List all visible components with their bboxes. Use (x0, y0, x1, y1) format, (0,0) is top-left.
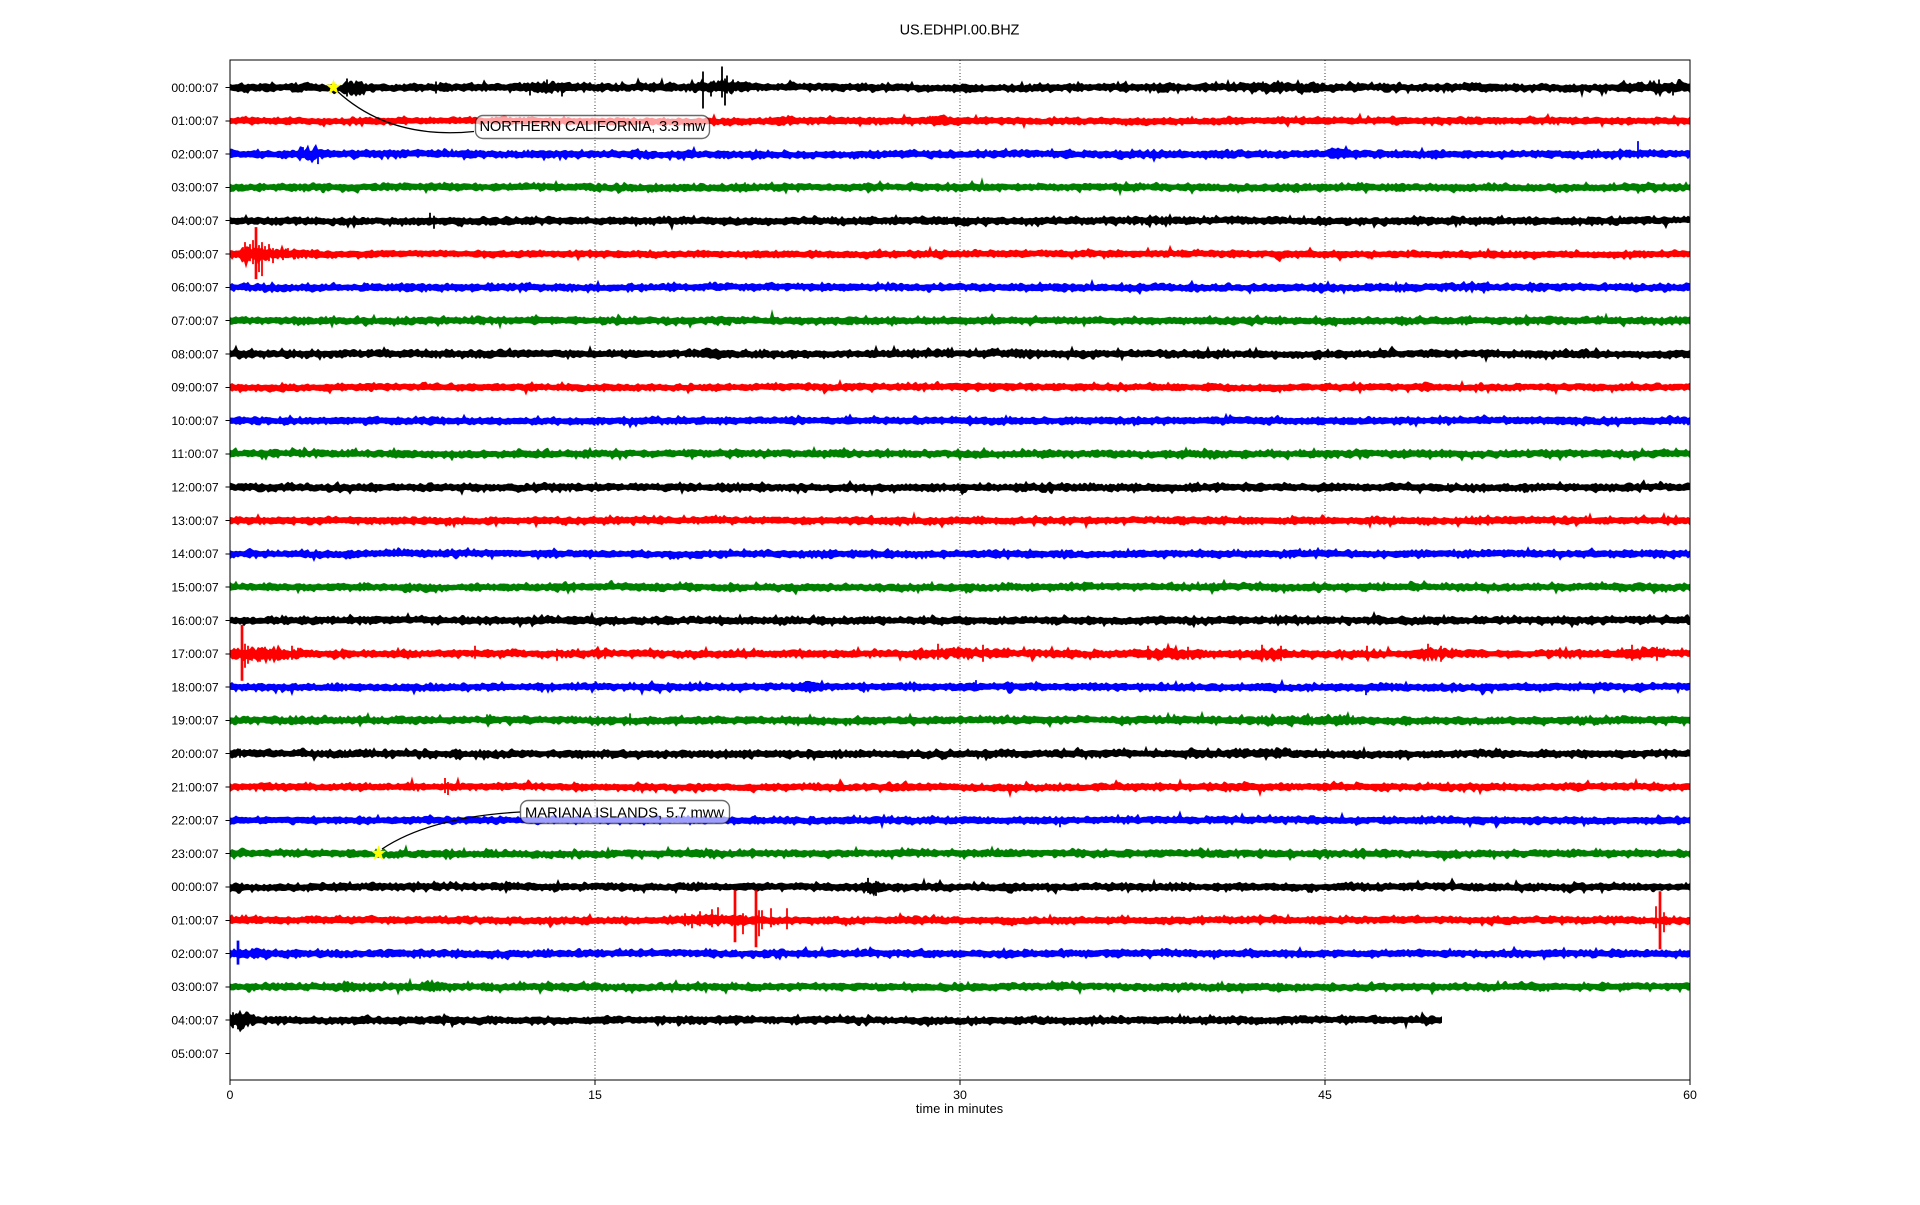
svg-text:04:00:07: 04:00:07 (171, 214, 219, 228)
svg-text:23:00:07: 23:00:07 (171, 847, 219, 861)
svg-text:05:00:07: 05:00:07 (171, 247, 219, 261)
svg-text:60: 60 (1683, 1088, 1697, 1102)
svg-text:07:00:07: 07:00:07 (171, 314, 219, 328)
svg-text:MARIANA ISLANDS, 5.7 mww: MARIANA ISLANDS, 5.7 mww (525, 806, 724, 822)
svg-text:00:00:07: 00:00:07 (171, 880, 219, 894)
svg-text:02:00:07: 02:00:07 (171, 947, 219, 961)
svg-text:04:00:07: 04:00:07 (171, 1014, 219, 1028)
svg-text:US.EDHPI.00.BHZ: US.EDHPI.00.BHZ (900, 23, 1020, 39)
svg-text:01:00:07: 01:00:07 (171, 114, 219, 128)
svg-text:10:00:07: 10:00:07 (171, 414, 219, 428)
svg-text:01:00:07: 01:00:07 (171, 914, 219, 928)
svg-text:21:00:07: 21:00:07 (171, 780, 219, 794)
svg-text:02:00:07: 02:00:07 (171, 147, 219, 161)
svg-text:15:00:07: 15:00:07 (171, 581, 219, 595)
svg-text:08:00:07: 08:00:07 (171, 347, 219, 361)
svg-text:time in minutes: time in minutes (916, 1102, 1003, 1116)
svg-text:05:00:07: 05:00:07 (171, 1047, 219, 1061)
svg-text:13:00:07: 13:00:07 (171, 514, 219, 528)
svg-text:03:00:07: 03:00:07 (171, 181, 219, 195)
svg-text:16:00:07: 16:00:07 (171, 614, 219, 628)
svg-text:18:00:07: 18:00:07 (171, 680, 219, 694)
svg-text:14:00:07: 14:00:07 (171, 547, 219, 561)
svg-text:30: 30 (953, 1088, 967, 1102)
svg-text:15: 15 (588, 1088, 602, 1102)
svg-text:12:00:07: 12:00:07 (171, 481, 219, 495)
svg-text:17:00:07: 17:00:07 (171, 647, 219, 661)
svg-text:19:00:07: 19:00:07 (171, 714, 219, 728)
svg-text:22:00:07: 22:00:07 (171, 814, 219, 828)
svg-text:45: 45 (1318, 1088, 1332, 1102)
svg-text:06:00:07: 06:00:07 (171, 281, 219, 295)
svg-text:03:00:07: 03:00:07 (171, 980, 219, 994)
svg-text:NORTHERN CALIFORNIA, 3.3 mw: NORTHERN CALIFORNIA, 3.3 mw (480, 119, 706, 135)
svg-text:20:00:07: 20:00:07 (171, 747, 219, 761)
svg-text:00:00:07: 00:00:07 (171, 81, 219, 95)
svg-text:09:00:07: 09:00:07 (171, 381, 219, 395)
svg-text:11:00:07: 11:00:07 (171, 447, 219, 461)
svg-text:0: 0 (227, 1088, 234, 1102)
